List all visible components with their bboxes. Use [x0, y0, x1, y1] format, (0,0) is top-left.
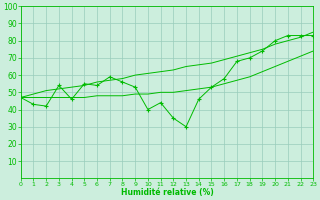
X-axis label: Humidité relative (%): Humidité relative (%) — [121, 188, 213, 197]
